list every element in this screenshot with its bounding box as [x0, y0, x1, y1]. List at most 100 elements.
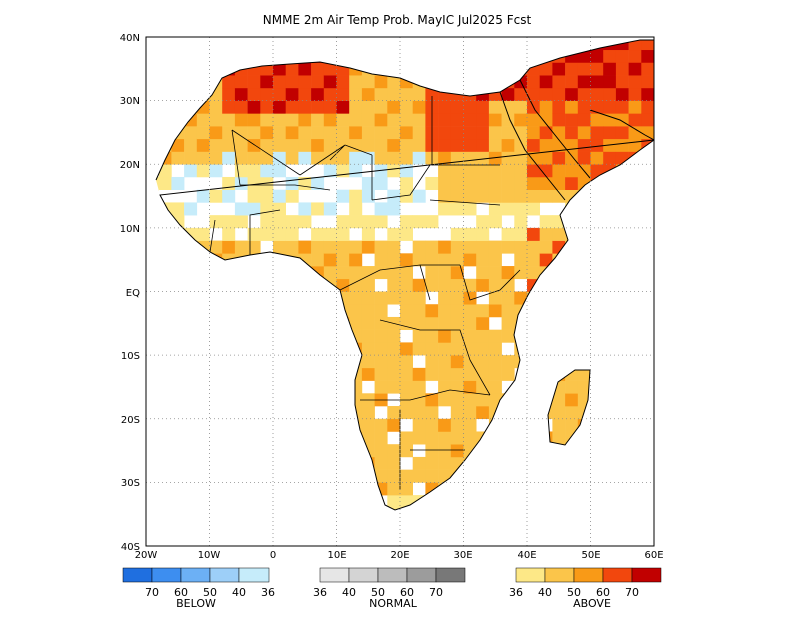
probability-cell: [552, 40, 566, 51]
probability-cell: [196, 469, 210, 483]
probability-cell: [527, 482, 540, 496]
probability-cell: [615, 393, 629, 407]
plot-frame: [145, 36, 655, 547]
probability-cell: [260, 164, 274, 178]
probability-cell: [171, 418, 185, 432]
probability-cell: [361, 291, 375, 305]
probability-cell: [273, 138, 286, 152]
probability-cell: [374, 87, 388, 101]
probability-cell: [590, 367, 604, 381]
probability-cell: [412, 215, 426, 229]
probability-cell: [590, 355, 604, 369]
probability-cell: [552, 418, 566, 432]
probability-cell: [158, 49, 172, 63]
probability-cell: [603, 100, 617, 114]
probability-cell: [156, 49, 159, 63]
probability-cell: [323, 367, 337, 381]
probability-cell: [539, 482, 553, 496]
probability-cell: [476, 456, 490, 470]
probability-cell: [158, 176, 172, 190]
probability-cell: [603, 278, 617, 292]
probability-cell: [527, 533, 540, 546]
probability-cell: [285, 151, 299, 165]
probability-cell: [412, 240, 426, 254]
probability-cell: [247, 507, 261, 510]
probability-cell: [260, 482, 274, 496]
probability-cell: [209, 329, 223, 343]
probability-cell: [450, 202, 464, 216]
probability-cell: [552, 482, 566, 496]
probability-cell: [260, 342, 274, 356]
probability-cell: [374, 100, 388, 114]
probability-cell: [412, 151, 426, 165]
probability-cell: [273, 62, 286, 76]
probability-cell: [374, 469, 388, 483]
probability-cell: [641, 49, 654, 63]
probability-cell: [156, 316, 159, 330]
probability-cell: [450, 329, 464, 343]
probability-cell: [565, 380, 579, 394]
probability-cell: [527, 456, 540, 470]
probability-cell: [323, 329, 337, 343]
probability-cell: [628, 75, 642, 89]
probability-cell: [488, 266, 502, 280]
probability-cell: [336, 126, 350, 140]
probability-cell: [425, 240, 439, 254]
probability-cell: [412, 469, 426, 483]
probability-cell: [298, 393, 312, 407]
probability-cell: [311, 456, 325, 470]
probability-cell: [552, 456, 566, 470]
probability-cell: [501, 49, 515, 63]
probability-cell: [501, 227, 515, 241]
probability-cell: [298, 304, 312, 318]
probability-cell: [311, 75, 325, 89]
probability-cell: [273, 304, 286, 318]
probability-cell: [323, 316, 337, 330]
probability-cell: [158, 418, 172, 432]
probability-cell: [501, 316, 515, 330]
probability-cell: [590, 316, 604, 330]
probability-cell: [184, 406, 198, 420]
probability-cell: [171, 126, 185, 140]
probability-cell: [158, 100, 172, 114]
probability-cell: [196, 151, 210, 165]
probability-cell: [438, 189, 452, 203]
probability-cell: [488, 75, 502, 89]
probability-cell: [527, 367, 540, 381]
probability-cell: [387, 189, 401, 203]
probability-cell: [540, 533, 553, 546]
probability-cell: [488, 138, 502, 152]
probability-cell: [603, 418, 617, 432]
probability-cell: [336, 215, 350, 229]
probability-cell: [565, 40, 579, 51]
legend-label: 50: [567, 586, 581, 599]
probability-cell: [196, 342, 210, 356]
probability-cell: [565, 87, 579, 101]
axis-labels: 40N 30N 20N 10N EQ 10S 20S 30S 40S 20W 1…: [120, 33, 664, 561]
probability-cell: [412, 113, 426, 127]
probability-cell: [577, 75, 591, 89]
probability-cell: [387, 253, 401, 267]
probability-cell: [603, 533, 616, 546]
probability-cell: [641, 355, 654, 369]
probability-cell: [285, 456, 299, 470]
probability-cell: [615, 189, 629, 203]
probability-cell: [641, 266, 654, 280]
probability-cell: [171, 75, 185, 89]
probability-cell: [311, 100, 325, 114]
probability-cell: [577, 431, 591, 445]
probability-cell: [488, 100, 502, 114]
probability-cell: [361, 431, 375, 445]
probability-cell: [501, 278, 515, 292]
probability-cell: [387, 266, 401, 280]
probability-cell: [374, 355, 388, 369]
probability-cell: [615, 482, 629, 496]
probability-cell: [641, 164, 654, 178]
probability-cell: [222, 49, 236, 63]
probability-cell: [577, 304, 591, 318]
probability-cell: [412, 278, 426, 292]
probability-cell: [476, 316, 490, 330]
probability-cell: [565, 355, 579, 369]
probability-cell: [603, 380, 617, 394]
arabian-peninsula: [589, 109, 654, 141]
